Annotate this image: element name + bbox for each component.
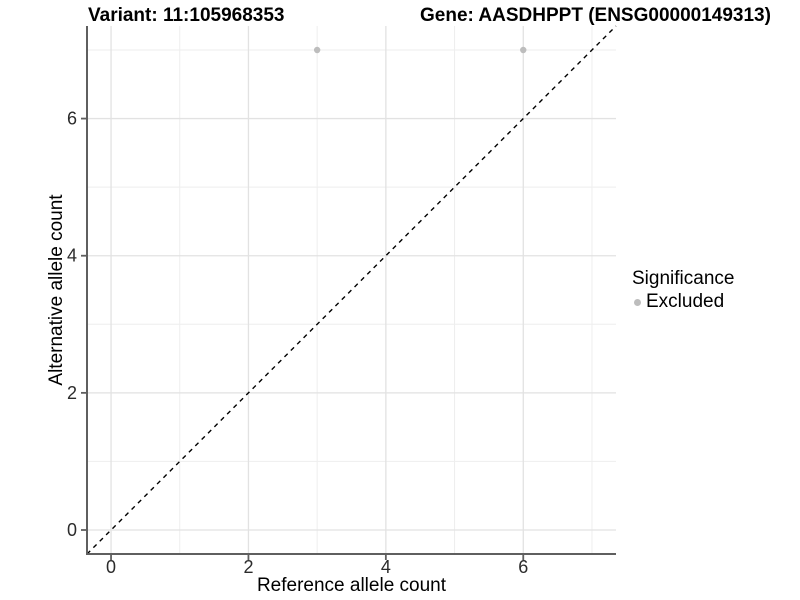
- legend: Significance Excluded: [632, 268, 734, 313]
- y-tick-label: 2: [67, 383, 77, 403]
- legend-title: Significance: [632, 268, 735, 289]
- plot-title-variant: Variant: 11:105968353: [88, 5, 285, 26]
- y-tick-label: 0: [67, 520, 77, 540]
- data-point: [313, 46, 321, 54]
- y-tick-label: 4: [67, 246, 77, 266]
- identity-line: [86, 25, 617, 555]
- x-tick-label: 4: [381, 557, 391, 577]
- x-tick-label: 2: [243, 557, 253, 577]
- y-axis-title: Alternative allele count: [46, 194, 67, 386]
- legend-item-excluded: Excluded: [634, 291, 734, 313]
- x-tick-label: 0: [106, 557, 116, 577]
- plot-title-gene: Gene: AASDHPPT (ENSG00000149313): [420, 5, 771, 26]
- excluded-point-icon: [634, 298, 641, 306]
- y-tick-label: 6: [67, 109, 77, 129]
- data-point: [520, 46, 527, 54]
- legend-item-label: Excluded: [646, 291, 725, 312]
- x-axis-title: Reference allele count: [256, 575, 447, 596]
- x-tick-label: 6: [518, 557, 528, 577]
